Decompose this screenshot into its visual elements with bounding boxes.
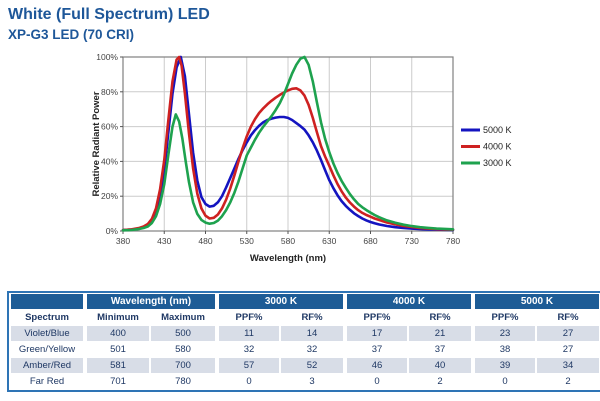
table-row: Green/Yellow 501 580 32 32 37 37 38 27 — [11, 342, 599, 357]
column-header: PPF% — [217, 310, 279, 325]
y-tick-label: 20% — [101, 191, 118, 201]
value-cell: 700 — [151, 358, 215, 373]
value-cell: 3 — [281, 374, 343, 389]
column-header: Spectrum — [11, 310, 83, 325]
x-tick-label: 480 — [198, 236, 212, 246]
value-cell: 34 — [537, 358, 599, 373]
column-header: RF% — [281, 310, 343, 325]
spectrum-chart: 380 430 480 530 580 630 680 730 780 0% 20% 40% 60% 80… — [91, 52, 512, 264]
value-cell: 32 — [281, 342, 343, 357]
legend-label: 3000 K — [483, 158, 512, 168]
value-cell: 37 — [345, 342, 407, 357]
table-header: Wavelength (nm) 3000 K 4000 K 5000 K Spectru… — [11, 294, 599, 325]
value-cell: 2 — [537, 374, 599, 389]
spectrum-name-cell: Far Red — [11, 374, 83, 389]
spectrum-data-table: Wavelength (nm) 3000 K 4000 K 5000 K Spectru… — [7, 291, 600, 392]
column-header: Maximum — [151, 310, 215, 325]
y-tick-label: 40% — [101, 156, 118, 166]
value-cell: 46 — [345, 358, 407, 373]
spectrum-name-cell: Violet/Blue — [11, 326, 83, 341]
x-tick-label: 630 — [322, 236, 336, 246]
value-cell: 23 — [473, 326, 535, 341]
value-cell: 0 — [217, 374, 279, 389]
value-cell: 580 — [151, 342, 215, 357]
y-axis-title: Relative Radiant Power — [91, 91, 102, 196]
value-cell: 32 — [217, 342, 279, 357]
x-tick-label: 430 — [157, 236, 171, 246]
group-header-4000-k: 4000 K — [345, 294, 471, 309]
value-cell: 27 — [537, 326, 599, 341]
value-cell: 14 — [281, 326, 343, 341]
column-header: PPF% — [345, 310, 407, 325]
value-cell: 40 — [409, 358, 471, 373]
x-tick-label: 530 — [240, 236, 254, 246]
y-tick-label: 0% — [106, 226, 119, 236]
y-tick-label: 100% — [96, 52, 118, 62]
x-axis-title: Wavelength (nm) — [250, 253, 326, 264]
table-row: Far Red 701 780 0 3 0 2 0 2 — [11, 374, 599, 389]
series-curve-4000k — [121, 55, 455, 232]
spectrum-name-cell: Green/Yellow — [11, 342, 83, 357]
legend-label: 4000 K — [483, 142, 512, 152]
spectrum-name-cell: Amber/Red — [11, 358, 83, 373]
value-cell: 500 — [151, 326, 215, 341]
column-header: Minimum — [85, 310, 149, 325]
series-curve-5000k — [121, 55, 455, 232]
value-cell: 39 — [473, 358, 535, 373]
value-cell: 0 — [473, 374, 535, 389]
column-header: RF% — [537, 310, 599, 325]
x-tick-label: 730 — [405, 236, 419, 246]
y-tick-label: 60% — [101, 122, 118, 132]
value-cell: 701 — [85, 374, 149, 389]
table-row: Amber/Red 581 700 57 52 46 40 39 34 — [11, 358, 599, 373]
value-cell: 52 — [281, 358, 343, 373]
value-cell: 57 — [217, 358, 279, 373]
page-subtitle: XP-G3 LED (70 CRI) — [8, 27, 135, 42]
group-header-spectrum — [11, 294, 83, 309]
series-curve-3000k — [121, 55, 455, 232]
group-header-5000-k: 5000 K — [473, 294, 599, 309]
table-row: Violet/Blue 400 500 11 14 17 21 23 27 — [11, 326, 599, 341]
group-header-3000-k: 3000 K — [217, 294, 343, 309]
group-header-wavelength-nm-: Wavelength (nm) — [85, 294, 215, 309]
x-tick-label: 580 — [281, 236, 295, 246]
column-header: RF% — [409, 310, 471, 325]
x-tick-label: 680 — [363, 236, 377, 246]
table-body: Violet/Blue 400 500 11 14 17 21 23 27 Green/Yello… — [11, 326, 599, 389]
value-cell: 21 — [409, 326, 471, 341]
value-cell: 11 — [217, 326, 279, 341]
value-cell: 38 — [473, 342, 535, 357]
value-cell: 780 — [151, 374, 215, 389]
value-cell: 0 — [345, 374, 407, 389]
column-header: PPF% — [473, 310, 535, 325]
page-title: White (Full Spectrum) LED — [8, 6, 210, 23]
value-cell: 17 — [345, 326, 407, 341]
value-cell: 27 — [537, 342, 599, 357]
value-cell: 2 — [409, 374, 471, 389]
value-cell: 501 — [85, 342, 149, 357]
value-cell: 581 — [85, 358, 149, 373]
x-tick-label: 780 — [446, 236, 460, 246]
value-cell: 400 — [85, 326, 149, 341]
x-tick-label: 380 — [116, 236, 130, 246]
legend-label: 5000 K — [483, 125, 512, 135]
y-tick-label: 80% — [101, 87, 118, 97]
value-cell: 37 — [409, 342, 471, 357]
